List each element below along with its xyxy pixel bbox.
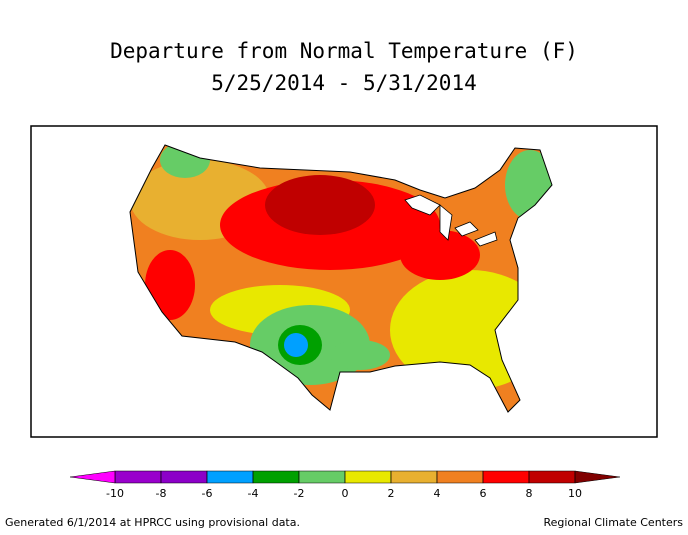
colorbar-over [574, 470, 621, 484]
colorbar-segment [528, 470, 576, 484]
colorbar-segment [206, 470, 254, 484]
colorbar-tick-label: -10 [106, 487, 124, 500]
footer-right: Regional Climate Centers [543, 516, 683, 529]
footer-left: Generated 6/1/2014 at HPRCC using provis… [5, 516, 300, 529]
colorbar-segment [252, 470, 300, 484]
colorbar-tick-label: 0 [342, 487, 349, 500]
colorbar-segment [160, 470, 208, 484]
colorbar-tick-label: 2 [388, 487, 395, 500]
subtitle: 5/25/2014 - 5/31/2014 [211, 71, 477, 95]
colorbar-tick-label: 10 [568, 487, 582, 500]
colorbar-tick-label: 4 [434, 487, 441, 500]
colorbar-segment [344, 470, 392, 484]
great-lakes [404, 194, 498, 247]
colorbar-segment [482, 470, 530, 484]
colorbar-segment [390, 470, 438, 484]
colorbar-under [69, 470, 116, 484]
colorbar-segment [298, 470, 346, 484]
colorbar-tick-label: -8 [156, 487, 167, 500]
colorbar-tick-label: 6 [480, 487, 487, 500]
colorbar-tick-label: -2 [294, 487, 305, 500]
colorbar-segment [114, 470, 162, 484]
colorbar: -10 -8 -6 -4 -2 0 2 4 6 8 10 [69, 470, 621, 500]
colorbar-tick-label: 8 [526, 487, 533, 500]
colorbar-tick-label: -6 [202, 487, 213, 500]
colorbar-segment [436, 470, 484, 484]
title: Departure from Normal Temperature (F) [110, 39, 578, 63]
colorbar-tick-label: -4 [248, 487, 259, 500]
